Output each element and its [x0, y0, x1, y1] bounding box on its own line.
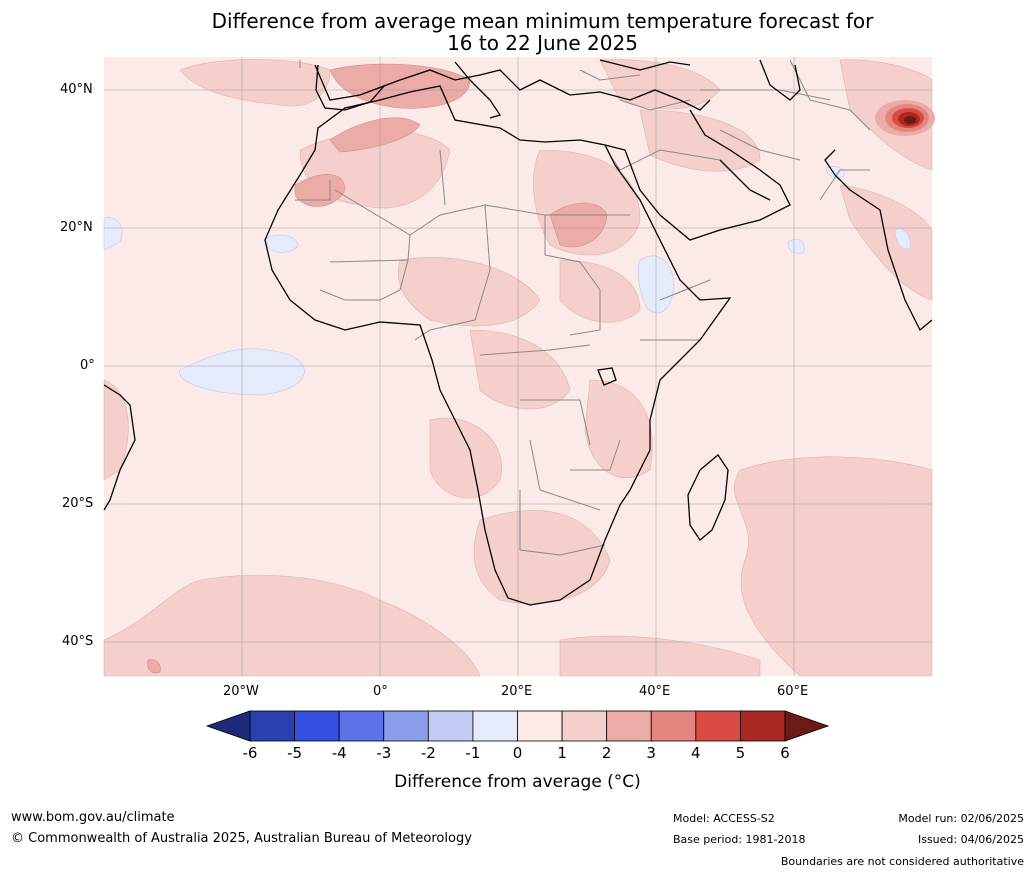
footer-model: Model: ACCESS-S2 [673, 812, 775, 825]
anomaly-2-to-3-regions [147, 63, 608, 674]
lat-label-0: 0° [80, 358, 95, 373]
colorbar-cell [249, 710, 295, 742]
anomaly-negative-regions [103, 166, 911, 396]
country-boundaries [295, 59, 871, 556]
map-title: Difference from average mean minimum tem… [160, 10, 925, 54]
lat-label-20s: 20°S [62, 496, 94, 511]
colorbar-tick: -4 [331, 744, 347, 762]
colorbar-cell [383, 710, 429, 742]
colorbar-cell [740, 710, 786, 742]
lat-label-20n: 20°N [60, 220, 93, 235]
colorbar-cell [606, 710, 652, 742]
footer-issued: Issued: 04/06/2025 [917, 833, 1024, 846]
hotspot-anomaly [875, 100, 935, 136]
colorbar-tick: 5 [735, 744, 746, 762]
lon-label-20w: 20°W [223, 684, 259, 699]
lake-victoria-coastline [597, 367, 617, 386]
colorbar-cell [561, 710, 608, 742]
italy-coastline [454, 61, 502, 119]
graticule [104, 57, 932, 676]
footer-disclaimer: Boundaries are not considered authoritat… [780, 855, 1024, 868]
africa-coastline [264, 85, 732, 606]
persian-gulf-coastline [719, 159, 771, 201]
colorbar-cell [338, 710, 385, 742]
caspian-coastline [759, 59, 801, 101]
madagascar-coastline [687, 454, 729, 541]
arabia-coastline [604, 109, 791, 241]
colorbar-tick: 4 [691, 744, 701, 762]
footer-model-run: Model run: 02/06/2025 [898, 812, 1024, 825]
lon-label-40e: 40°E [639, 684, 671, 699]
iberia-coastline [315, 64, 386, 111]
colorbar-label: Difference from average (°C) [394, 772, 641, 792]
colorbar-tick: -1 [465, 744, 481, 762]
black-sea-coastline [599, 59, 691, 71]
lon-label-20e: 20°E [501, 684, 533, 699]
colorbar-tick: 1 [557, 744, 567, 762]
colorbar-tick: 0 [512, 744, 523, 762]
title-line-2: 16 to 22 June 2025 [447, 31, 638, 55]
coastlines [103, 59, 933, 606]
footer-copyright: © Commonwealth of Australia 2025, Austra… [11, 831, 472, 846]
colorbar-tick: 3 [646, 744, 656, 762]
title-line-1: Difference from average mean minimum tem… [211, 9, 874, 33]
colorbar-tick: -2 [420, 744, 436, 762]
colorbar-cell [427, 710, 474, 742]
colorbar-tick: 2 [601, 744, 612, 762]
colorbar-cell [472, 710, 518, 742]
colorbar-cell [294, 710, 340, 742]
colorbar-tick: -3 [376, 744, 392, 762]
lon-label-0: 0° [373, 684, 388, 699]
colorbar-cell [695, 710, 741, 742]
brazil-coastline [103, 384, 136, 511]
india-coastline [824, 149, 933, 332]
colorbar-cell [517, 710, 563, 742]
colorbar-tick: 6 [780, 744, 790, 762]
footer-base-period: Base period: 1981-2018 [673, 833, 806, 846]
colorbar [205, 710, 830, 742]
colorbar-cell [650, 710, 697, 742]
colorbar-tick: -5 [287, 744, 303, 762]
colorbar-extend-high [784, 710, 830, 742]
footer-website: www.bom.gov.au/climate [11, 810, 175, 825]
lat-label-40s: 40°S [62, 634, 94, 649]
europe-coastline [314, 64, 711, 111]
lon-label-60e: 60°E [777, 684, 809, 699]
colorbar-extend-low [205, 710, 251, 742]
colorbar-tick: -6 [242, 744, 258, 762]
lat-label-40n: 40°N [60, 82, 93, 97]
